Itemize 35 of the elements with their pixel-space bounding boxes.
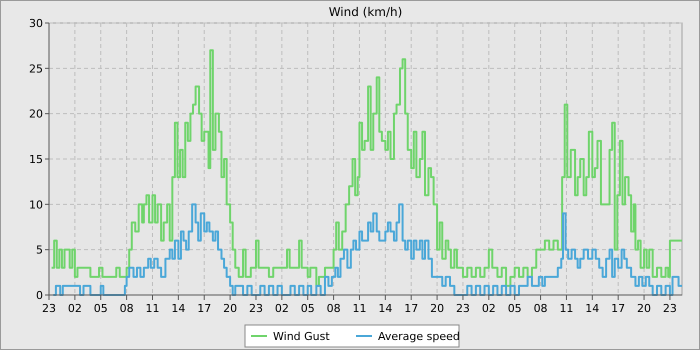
x-tick-label: 20 — [430, 302, 444, 315]
x-tick-label: 20 — [637, 302, 652, 315]
x-tick-label: 17 — [197, 302, 212, 315]
x-tick-label: 11 — [145, 302, 160, 315]
y-tick-label: 20 — [29, 108, 43, 121]
x-tick-label: 14 — [585, 302, 600, 315]
y-tick-label: 30 — [29, 17, 43, 30]
x-tick-label: 08 — [534, 302, 548, 315]
legend-label: Average speed — [378, 330, 460, 343]
x-tick-label: 02 — [482, 302, 496, 315]
y-tick-label: 15 — [29, 153, 43, 166]
x-tick-label: 14 — [378, 302, 392, 315]
x-tick-label: 11 — [559, 302, 574, 315]
x-tick-label: 08 — [326, 302, 341, 315]
x-tick-label: 02 — [68, 302, 82, 315]
x-tick-label: 05 — [508, 302, 522, 315]
x-tick-label: 14 — [171, 302, 186, 315]
x-tick-label: 05 — [94, 302, 108, 315]
x-tick-label: 17 — [611, 302, 626, 315]
x-tick-label: 11 — [352, 302, 366, 315]
x-tick-label: 08 — [120, 302, 134, 315]
y-tick-label: 0 — [36, 289, 43, 302]
x-tick-label: 20 — [223, 302, 238, 315]
x-tick-label: 23 — [456, 302, 470, 315]
x-tick-label: 23 — [42, 302, 56, 315]
y-tick-label: 25 — [29, 62, 43, 76]
y-tick-label: 10 — [29, 198, 43, 212]
legend-label: Wind Gust — [273, 330, 330, 343]
x-tick-label: 17 — [404, 302, 418, 315]
y-tick-label: 5 — [36, 244, 43, 257]
x-tick-label: 23 — [248, 302, 263, 315]
chart-title: Wind (km/h) — [328, 5, 402, 19]
x-tick-label: 02 — [274, 302, 289, 315]
x-tick-label: 23 — [662, 302, 677, 315]
x-tick-label: 05 — [300, 302, 315, 315]
